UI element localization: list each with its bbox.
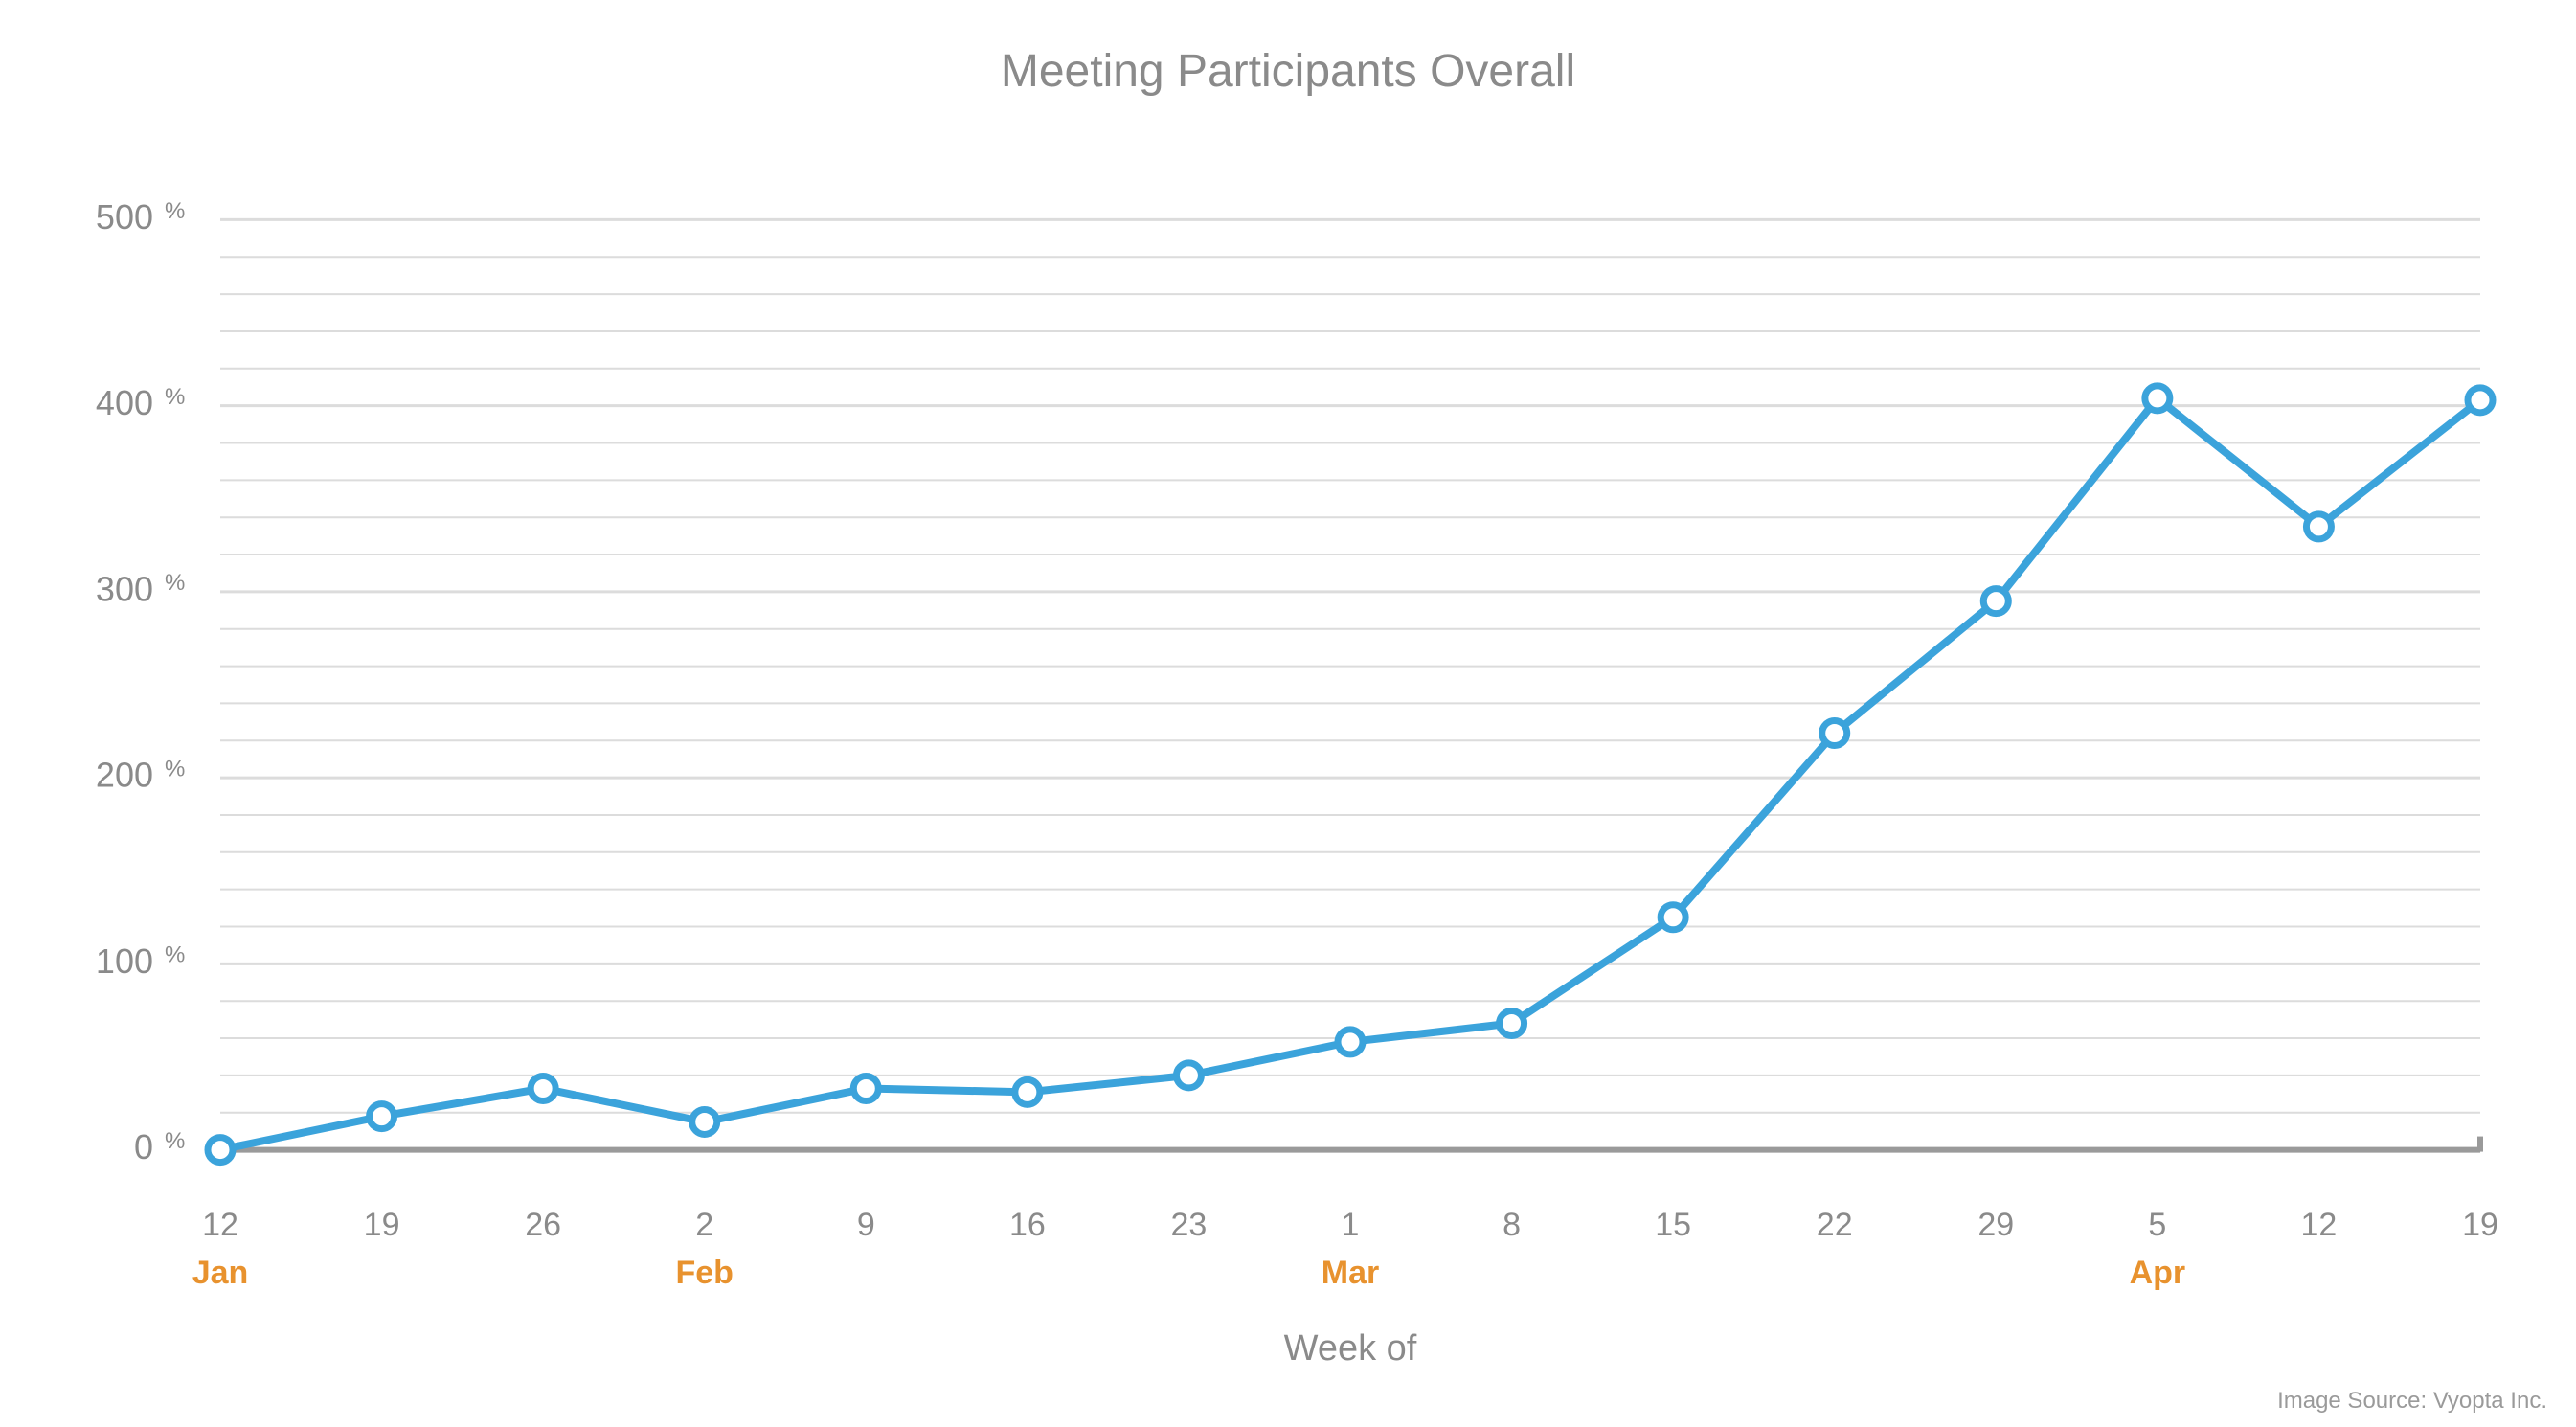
x-tick-label: 1	[1342, 1207, 1360, 1243]
x-tick-label: 5	[2148, 1207, 2166, 1243]
data-point	[853, 1076, 878, 1100]
y-tick-suffix: %	[165, 756, 185, 781]
data-point	[370, 1104, 395, 1129]
y-tick-label: 300	[96, 569, 153, 608]
x-tick-label: 12	[2301, 1207, 2338, 1243]
x-tick-label: 2	[695, 1207, 713, 1243]
x-tick-label: 23	[1171, 1207, 1208, 1243]
y-tick-suffix: %	[165, 1128, 185, 1154]
data-point	[1500, 1011, 1525, 1036]
data-point	[1176, 1063, 1201, 1088]
x-tick-label: 19	[2462, 1207, 2498, 1243]
data-point	[1338, 1030, 1363, 1054]
y-tick-label: 0	[134, 1127, 153, 1167]
month-label: Apr	[2130, 1255, 2186, 1291]
x-tick-label: 15	[1655, 1207, 1691, 1243]
data-point	[1983, 589, 2008, 614]
chart-title: Meeting Participants Overall	[1001, 46, 1575, 97]
data-point	[2306, 514, 2331, 539]
data-point	[1661, 905, 1685, 930]
data-point	[692, 1109, 717, 1134]
source-text: Image Source: Vyopta Inc.	[2277, 1388, 2547, 1414]
x-tick-label: 8	[1503, 1207, 1521, 1243]
y-tick-label: 400	[96, 383, 153, 422]
data-point	[2145, 386, 2170, 411]
month-label: Feb	[675, 1255, 733, 1291]
x-tick-label: 26	[525, 1207, 561, 1243]
x-tick-label: 22	[1817, 1207, 1853, 1243]
month-label: Mar	[1322, 1255, 1379, 1291]
data-point	[2468, 388, 2493, 413]
line-chart: Meeting Participants Overall 0% 100% 200% 30…	[0, 0, 2576, 1427]
x-tick-label: 19	[364, 1207, 400, 1243]
x-tick-label: 9	[857, 1207, 875, 1243]
x-tick-label: 12	[202, 1207, 238, 1243]
y-tick-label: 500	[96, 197, 153, 237]
y-tick-suffix: %	[165, 198, 185, 224]
y-tick-label: 100	[96, 941, 153, 981]
y-tick-suffix: %	[165, 384, 185, 410]
data-point	[1015, 1079, 1040, 1104]
data-point	[208, 1138, 233, 1163]
chart-container: Meeting Participants Overall 0% 100% 200% 30…	[0, 0, 2576, 1427]
x-axis-label: Week of	[1284, 1328, 1417, 1369]
y-tick-suffix: %	[165, 942, 185, 968]
x-tick-label: 29	[1977, 1207, 2014, 1243]
data-point	[531, 1076, 555, 1100]
month-label: Jan	[192, 1255, 249, 1291]
y-tick-suffix: %	[165, 570, 185, 596]
data-point	[1822, 721, 1847, 746]
y-tick-label: 200	[96, 756, 153, 795]
x-tick-label: 16	[1009, 1207, 1046, 1243]
